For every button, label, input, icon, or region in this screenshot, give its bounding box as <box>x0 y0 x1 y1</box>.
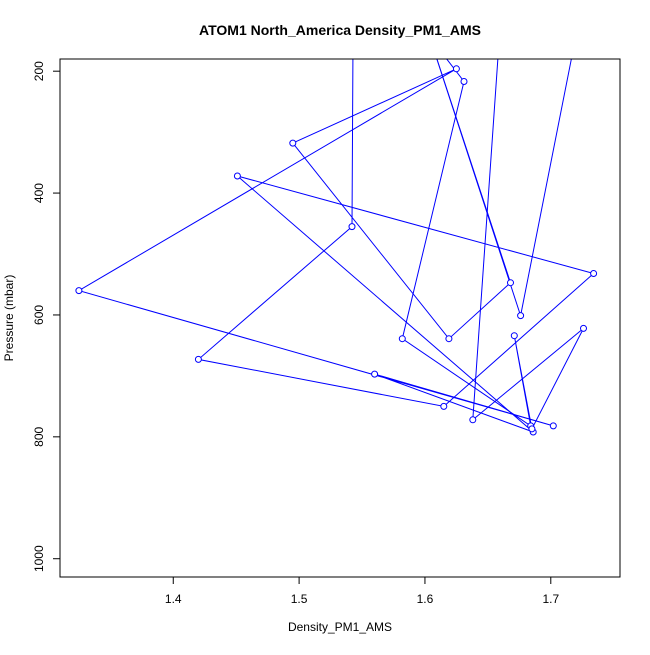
y-axis-label: Pressure (mbar) <box>2 275 16 362</box>
chart-title: ATOM1 North_America Density_PM1_AMS <box>199 22 481 38</box>
y-axis: 200 400 600 800 1000 <box>32 61 60 572</box>
data-point <box>452 65 460 73</box>
x-axis-label: Density_PM1_AMS <box>288 620 392 634</box>
y-tick-label: 400 <box>32 183 46 203</box>
data-point <box>233 172 241 180</box>
series-line-1 <box>77 59 595 433</box>
x-tick-label: 1.4 <box>165 592 182 606</box>
y-tick-label: 1000 <box>32 545 46 572</box>
data-point <box>469 416 477 424</box>
plot-frame <box>59 58 621 578</box>
data-point <box>590 270 598 277</box>
y-tick-label: 600 <box>32 305 46 325</box>
x-axis: 1.4 1.5 1.6 1.7 <box>165 577 559 606</box>
data-point <box>510 332 518 340</box>
y-tick-label: 800 <box>32 427 46 447</box>
data-point <box>440 402 448 410</box>
data-point <box>507 279 514 287</box>
data-point <box>580 324 587 332</box>
data-point <box>75 287 83 295</box>
data-point <box>549 422 557 430</box>
data-point <box>517 312 525 320</box>
data-point <box>398 335 406 343</box>
data-point <box>348 223 356 231</box>
y-tick-label: 200 <box>32 61 46 81</box>
x-tick-label: 1.5 <box>291 592 308 606</box>
data-point <box>460 78 468 85</box>
data-point <box>289 139 297 147</box>
x-tick-label: 1.7 <box>542 592 559 606</box>
plot-lines <box>77 59 595 433</box>
data-point <box>194 355 202 363</box>
x-tick-label: 1.6 <box>417 592 434 606</box>
data-point <box>371 370 379 378</box>
data-point <box>528 425 536 433</box>
plot-points <box>75 65 598 436</box>
data-point <box>445 335 453 343</box>
